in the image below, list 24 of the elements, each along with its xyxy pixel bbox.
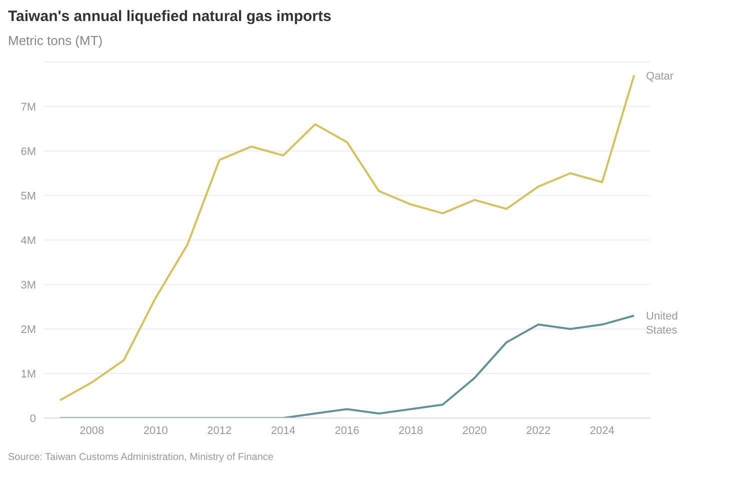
x-tick-label: 2018 [398, 424, 424, 437]
series-label: Qatar [646, 70, 674, 82]
y-tick-label: 5M [20, 190, 36, 202]
line-series [58, 314, 636, 418]
y-tick-label: 3M [20, 279, 36, 292]
series-label: United States [646, 310, 678, 337]
x-tick-label: 2016 [334, 424, 360, 437]
line-series [58, 74, 636, 402]
chart-title: Taiwan's annual liquefied natural gas imports [8, 8, 332, 25]
source-note: Source: Taiwan Customs Administration, Ministry of Finance [8, 452, 274, 463]
y-tick-label: 1M [20, 368, 36, 380]
x-tick-label: 2014 [270, 424, 296, 437]
y-tick-label: 2M [20, 324, 36, 336]
y-tick-label: 6M [20, 146, 36, 158]
y-tick-label: 4M [20, 234, 36, 247]
y-tick-label: 7M [20, 101, 36, 114]
x-tick-label: 2022 [526, 424, 551, 437]
y-tick-label: 0 [30, 412, 36, 425]
x-tick-label: 2012 [207, 424, 232, 437]
x-tick-label: 2024 [590, 424, 614, 437]
x-tick-label: 2008 [80, 424, 104, 437]
x-tick-label: 2020 [462, 424, 487, 437]
x-tick-label: 2010 [143, 424, 168, 437]
chart-subtitle: Metric tons (MT) [8, 33, 104, 48]
